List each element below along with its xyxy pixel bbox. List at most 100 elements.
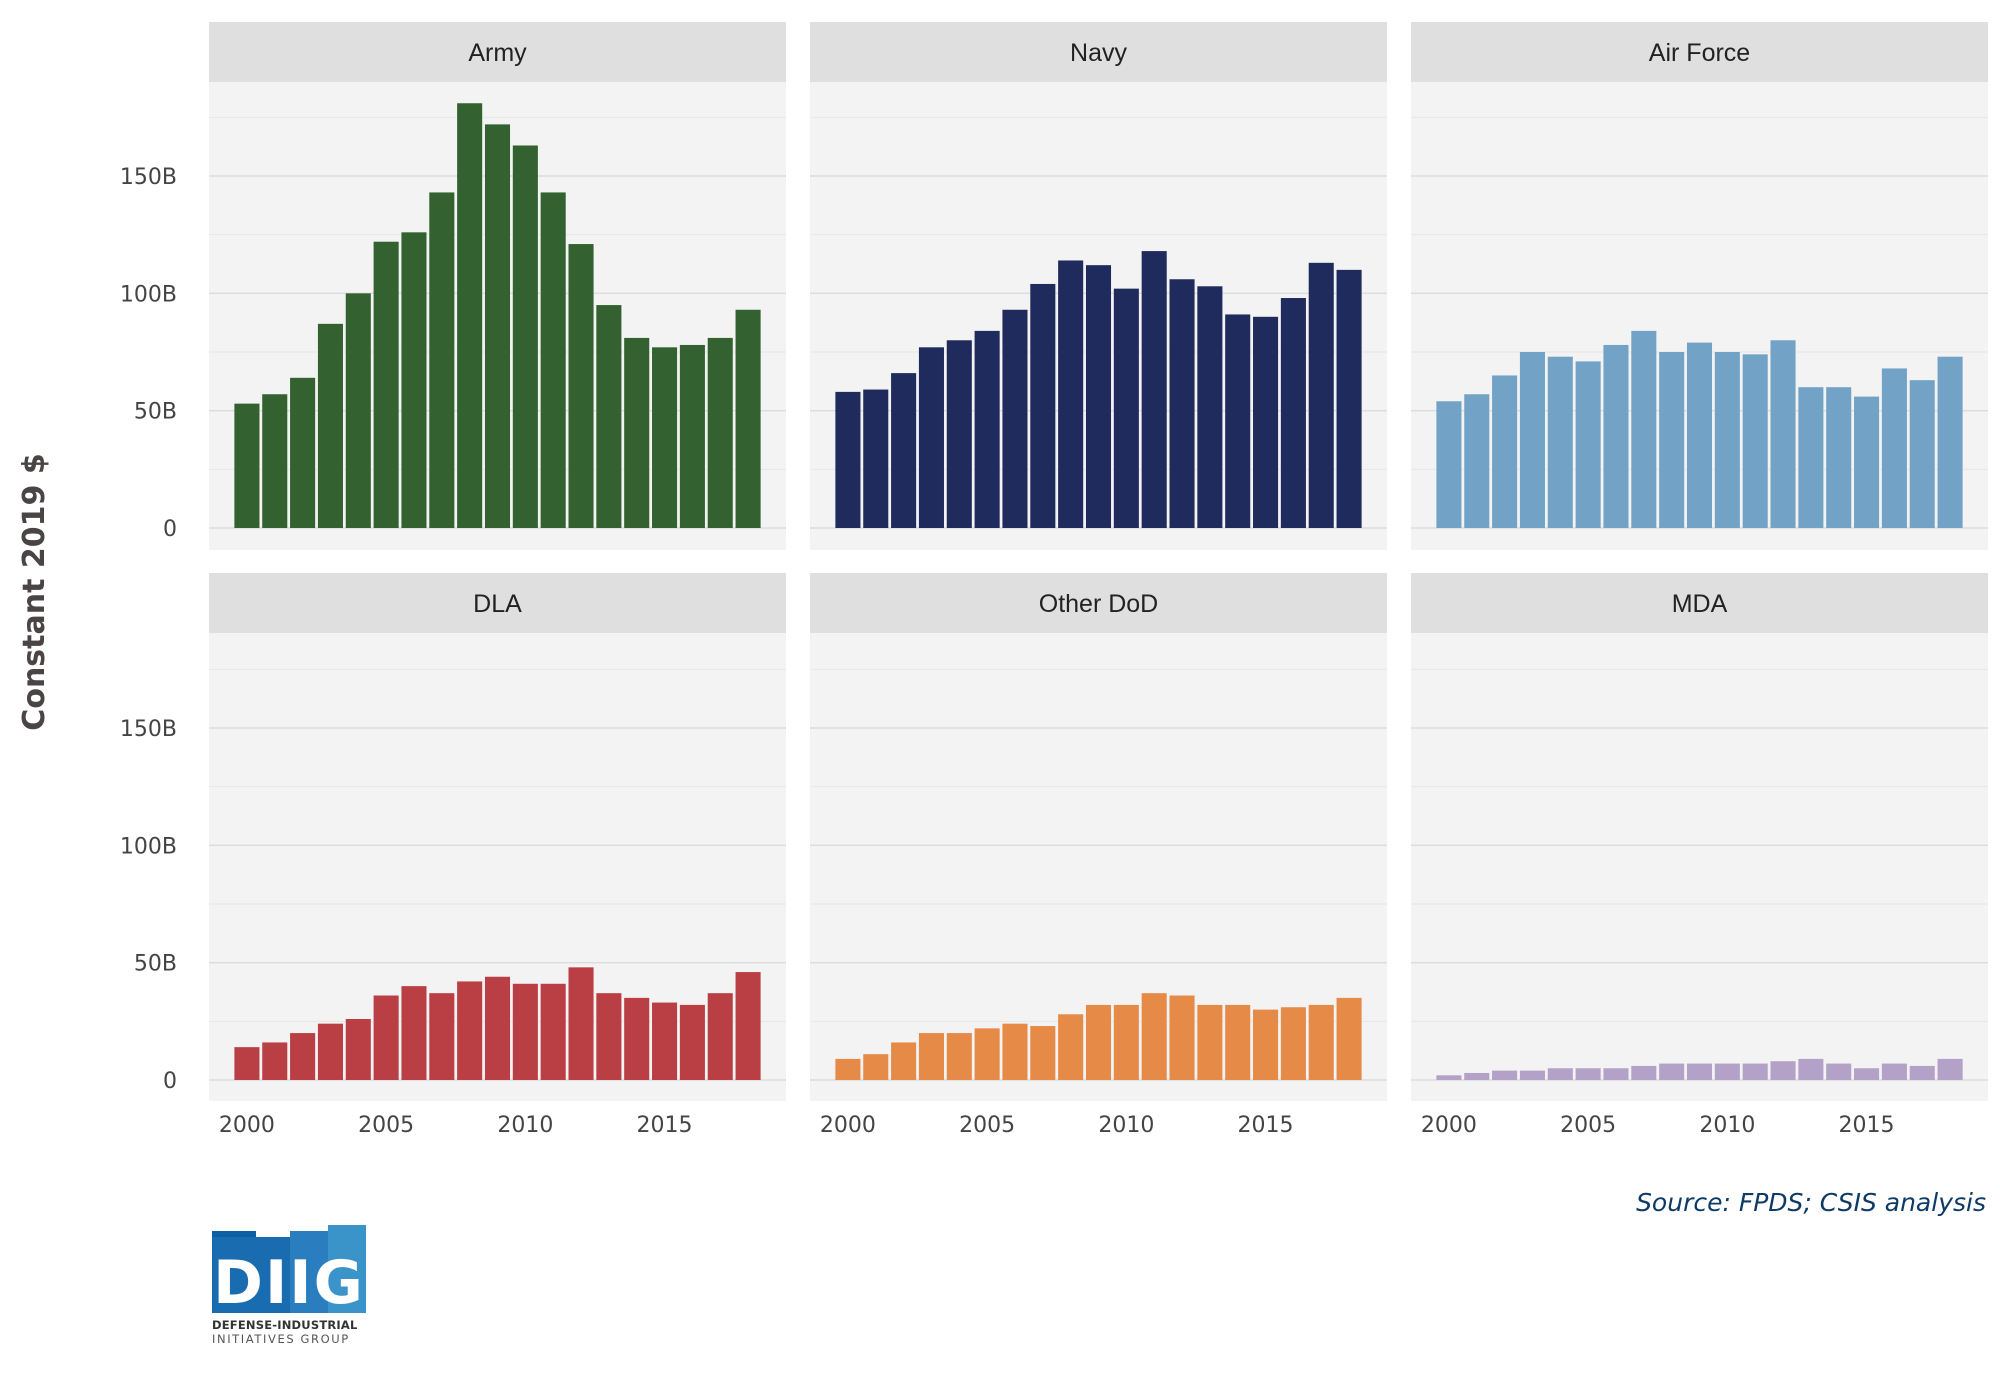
x-tick-label: 2010 xyxy=(1098,1113,1154,1138)
facet-strip xyxy=(209,573,786,633)
bar xyxy=(1826,387,1852,528)
bar xyxy=(1308,262,1334,528)
bar xyxy=(1854,1068,1880,1080)
bar xyxy=(1798,1058,1824,1080)
bar xyxy=(345,293,371,528)
bar xyxy=(1436,1075,1462,1080)
y-axis-label: Constant 2019 $ xyxy=(17,453,52,730)
bar xyxy=(1085,1004,1112,1080)
bar xyxy=(290,1033,316,1080)
x-tick-label: 2000 xyxy=(219,1113,275,1138)
facet-title: DLA xyxy=(473,590,522,618)
bar xyxy=(1519,1070,1545,1080)
bar xyxy=(1058,260,1084,528)
bar xyxy=(835,391,861,528)
bar xyxy=(1798,387,1824,528)
y-tick-label: 100B xyxy=(120,282,177,307)
bar xyxy=(1464,394,1490,528)
bar xyxy=(596,305,622,528)
bar xyxy=(1909,1065,1935,1080)
bar xyxy=(1881,368,1907,528)
facet-strip xyxy=(1411,573,1988,633)
bar xyxy=(624,997,650,1080)
bar xyxy=(1336,269,1362,528)
bar xyxy=(1714,352,1740,528)
bar xyxy=(484,976,511,1080)
x-tick-label: 2015 xyxy=(1839,1113,1895,1138)
panel-air-force: Air Force xyxy=(1411,22,1988,550)
facet-title: MDA xyxy=(1672,590,1728,618)
bar xyxy=(1464,1072,1490,1080)
panel-other-dod: Other DoD xyxy=(810,573,1387,1101)
bar xyxy=(835,1058,861,1080)
bar xyxy=(1575,1068,1601,1080)
diig-logo: DIIG DEFENSE-INDUSTRIAL INITIATIVES GROU… xyxy=(212,1225,368,1346)
y-tick-label: 0 xyxy=(163,1069,177,1094)
bar xyxy=(1547,356,1573,528)
y-tick-label: 50B xyxy=(134,400,177,425)
bar xyxy=(1770,1061,1796,1080)
bar xyxy=(1336,997,1362,1080)
x-tick-label: 2000 xyxy=(1421,1113,1477,1138)
panel-mda: MDA xyxy=(1411,573,1988,1101)
bar xyxy=(891,1042,917,1080)
bar xyxy=(1742,1063,1768,1080)
bar xyxy=(1492,375,1518,528)
bar xyxy=(317,323,343,528)
bar xyxy=(1854,396,1880,528)
bar xyxy=(1197,1004,1223,1080)
bar xyxy=(863,389,889,528)
bar xyxy=(1225,1004,1251,1080)
bar xyxy=(234,403,260,528)
bar xyxy=(401,986,427,1080)
panel-navy: Navy xyxy=(810,22,1387,550)
bar xyxy=(1280,298,1306,528)
logo-line-1: DEFENSE-INDUSTRIAL xyxy=(212,1318,358,1332)
bar xyxy=(918,347,944,528)
bar xyxy=(1519,352,1545,528)
facet-title: Air Force xyxy=(1649,39,1750,67)
facet-title: Other DoD xyxy=(1039,590,1158,618)
x-tick-label: 2005 xyxy=(1560,1113,1616,1138)
bar xyxy=(1225,314,1251,528)
facet-strip xyxy=(810,573,1387,633)
bar xyxy=(1308,1004,1334,1080)
bar xyxy=(1937,356,1963,528)
bar xyxy=(1742,354,1768,528)
bar xyxy=(1030,283,1056,528)
bar xyxy=(891,373,917,528)
bar xyxy=(652,347,678,528)
bar xyxy=(568,967,594,1080)
bar xyxy=(457,103,483,528)
bar xyxy=(735,972,761,1080)
bar xyxy=(1909,380,1935,528)
source-note: Source: FPDS; CSIS analysis xyxy=(1636,1188,1986,1217)
bar xyxy=(1659,1063,1685,1080)
bar xyxy=(540,192,566,528)
bar xyxy=(679,344,705,528)
bar xyxy=(1631,330,1657,528)
bar xyxy=(1030,1026,1056,1080)
bar xyxy=(234,1047,260,1080)
bar xyxy=(373,995,399,1080)
bar xyxy=(1603,1068,1629,1080)
bar xyxy=(1280,1007,1306,1080)
bar xyxy=(1547,1068,1573,1080)
bar xyxy=(974,330,1000,528)
bar xyxy=(707,993,733,1080)
bar xyxy=(262,394,288,528)
x-tick-label: 2005 xyxy=(959,1113,1015,1138)
svg-text:DIIG: DIIG xyxy=(213,1248,365,1313)
bar xyxy=(1436,401,1462,528)
bar xyxy=(317,1023,343,1080)
bar xyxy=(401,232,427,528)
bar xyxy=(918,1033,944,1080)
bar xyxy=(1826,1063,1852,1080)
bar xyxy=(1085,265,1112,528)
bar xyxy=(679,1004,705,1080)
bar xyxy=(1113,288,1139,528)
bar xyxy=(1937,1058,1963,1080)
bar xyxy=(1253,316,1279,528)
bar xyxy=(290,377,316,528)
